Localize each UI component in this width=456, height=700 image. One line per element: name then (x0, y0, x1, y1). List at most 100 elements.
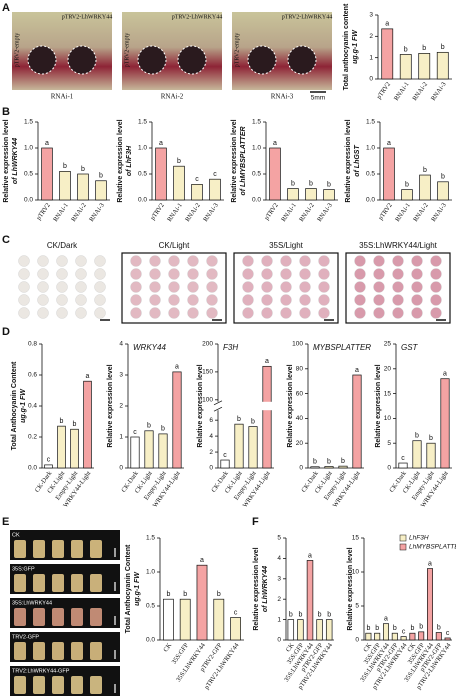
significance-letter: a (428, 560, 432, 567)
y-tick-label: 0.2 (28, 434, 37, 441)
leaf-disc (299, 255, 311, 267)
y-tick-label: 0.5 (252, 171, 261, 178)
leaf-disc (373, 281, 385, 293)
bar (196, 564, 208, 641)
significance-letter: b (429, 435, 433, 442)
significance-letter: b (298, 611, 302, 618)
leaf-disc (430, 281, 442, 293)
leaf-disc (318, 294, 330, 306)
significance-letter: b (217, 591, 221, 598)
leaf-disc (206, 255, 218, 267)
legend-swatch (399, 534, 407, 542)
petal (90, 642, 102, 660)
leaf-disc (261, 307, 273, 319)
x-tick-label: RNAi-2 (411, 81, 429, 102)
leaf-disc (411, 268, 423, 280)
bar (173, 165, 185, 201)
petal (71, 540, 83, 558)
leaf-disc (354, 268, 366, 280)
x-tick-label: RNAi-3 (202, 202, 220, 223)
petal (90, 676, 102, 694)
bar (401, 189, 413, 201)
bar (426, 442, 436, 469)
significance-letter: b (393, 625, 397, 632)
y-tick-label: 0 (299, 465, 303, 472)
legend-swatch (399, 543, 407, 551)
leaf-disc (18, 281, 30, 293)
petal (71, 642, 83, 660)
leaf-disc (318, 268, 330, 280)
panel-letter: D (2, 326, 10, 338)
petal (33, 676, 45, 694)
y-tick-label: 0.0 (28, 465, 37, 472)
bar (191, 184, 203, 201)
photo-label: pTRV2-LhWRKY44 (282, 14, 333, 20)
x-tick-label: pTRV2 (263, 202, 280, 222)
significance-letter: b (441, 44, 445, 51)
bar (310, 466, 320, 469)
circle-marker (287, 45, 317, 75)
row-label: CK (12, 532, 20, 538)
y-axis-label: Total anthocyanin content (343, 3, 350, 90)
x-tick-label: pTRV2 (375, 81, 392, 101)
leaf-disc (149, 294, 161, 306)
petal (90, 540, 102, 558)
y-tick-label: 0.0 (366, 197, 375, 204)
y-tick-label: 0.5 (146, 603, 155, 610)
leaf-disc (149, 255, 161, 267)
significance-letter: c (195, 176, 199, 183)
y-tick-label: 40 (296, 415, 304, 422)
group-label: RNAi-2 (161, 93, 184, 101)
petal (71, 608, 83, 626)
y-tick-label: 0 (119, 465, 123, 472)
photo (122, 12, 222, 90)
leaf-disc (354, 255, 366, 267)
photo (232, 12, 332, 90)
leaf-disc (373, 255, 385, 267)
panel-letter: F (252, 516, 259, 528)
x-tick-label: RNAi-2 (70, 202, 88, 223)
leaf-disc (56, 255, 68, 267)
y-tick-label: 0.0 (138, 197, 147, 204)
leaf-disc (18, 268, 30, 280)
y-tick-label: 5 (355, 603, 359, 610)
leaf-disc (411, 255, 423, 267)
leaf-disc (261, 255, 273, 267)
bar (41, 147, 53, 201)
leaf-disc (149, 281, 161, 293)
bar (419, 174, 431, 201)
leaf-disc (373, 268, 385, 280)
petal (52, 608, 64, 626)
y-tick-label: 1.0 (146, 569, 155, 576)
bar (77, 173, 89, 201)
significance-letter: b (366, 625, 370, 632)
bar (323, 189, 335, 201)
bar (163, 598, 174, 641)
petal (52, 676, 64, 694)
significance-letter: b (177, 158, 181, 165)
y-tick-label: 1 (369, 54, 373, 61)
leaf-disc (94, 281, 106, 293)
y-tick-label: 20 (296, 440, 304, 447)
significance-letter: b (63, 163, 67, 170)
bar (444, 637, 451, 641)
bar (306, 560, 314, 641)
bar (398, 462, 408, 469)
photo (12, 12, 112, 90)
significance-letter: a (273, 140, 277, 147)
y-axis-label: of LhWRKY44 (262, 566, 269, 612)
petal (90, 574, 102, 592)
leaf-disc (392, 281, 404, 293)
petal (33, 540, 45, 558)
petal (71, 574, 83, 592)
x-tick-label: CK (362, 642, 373, 654)
leaf-disc (94, 294, 106, 306)
leaf-disc (37, 294, 49, 306)
leaf-disc (280, 281, 292, 293)
significance-letter: b (410, 625, 414, 632)
significance-letter: c (213, 171, 217, 178)
bar (316, 619, 323, 641)
axis-break (214, 401, 274, 411)
bar (391, 632, 398, 641)
